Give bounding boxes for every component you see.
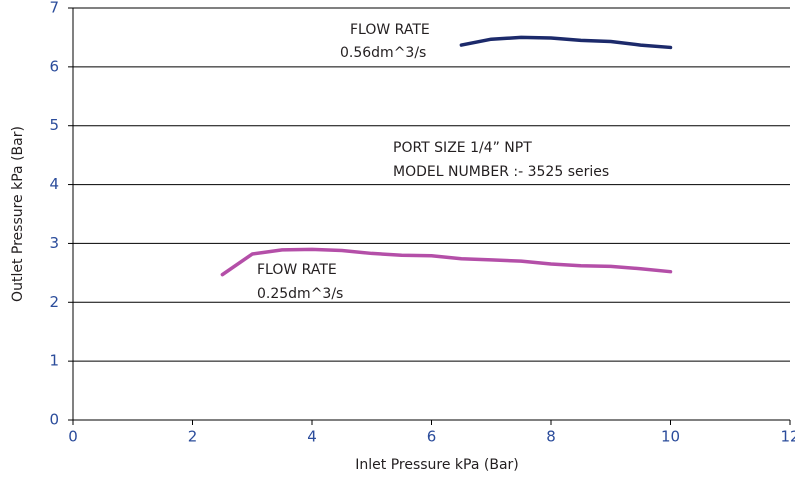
x-tick-label: 4 xyxy=(307,428,317,446)
y-tick-label: 7 xyxy=(49,0,59,17)
annotation: FLOW RATE xyxy=(350,22,430,38)
x-tick-label: 2 xyxy=(188,428,198,446)
x-axis-label: Inlet Pressure kPa (Bar) xyxy=(355,457,519,473)
y-tick-label: 0 xyxy=(49,411,59,429)
annotation: 0.56dm^3/s xyxy=(340,45,426,61)
x-tick-label: 0 xyxy=(68,428,78,446)
x-tick-label: 8 xyxy=(546,428,556,446)
annotation: PORT SIZE 1/4” NPT xyxy=(393,140,532,156)
annotation: FLOW RATE xyxy=(257,262,337,278)
y-tick-label: 2 xyxy=(49,293,59,311)
y-tick-label: 5 xyxy=(49,116,59,134)
y-tick-label: 6 xyxy=(49,57,59,75)
x-tick-label: 12 xyxy=(780,428,795,446)
y-tick-label: 3 xyxy=(49,234,59,252)
annotation: 0.25dm^3/s xyxy=(257,286,343,302)
x-tick-label: 10 xyxy=(661,428,680,446)
y-tick-label: 1 xyxy=(49,352,59,370)
y-axis-label: Outlet Pressure kPa (Bar) xyxy=(10,126,26,302)
series-line xyxy=(220,247,673,277)
annotation: MODEL NUMBER :- 3525 series xyxy=(393,164,609,180)
x-tick-label: 6 xyxy=(427,428,437,446)
y-tick-label: 4 xyxy=(49,175,59,193)
series-line xyxy=(459,35,673,50)
